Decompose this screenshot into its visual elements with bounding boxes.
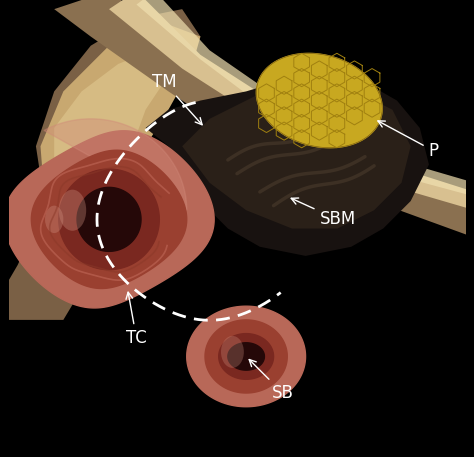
- Polygon shape: [31, 150, 187, 288]
- Polygon shape: [4, 131, 214, 308]
- Text: TM: TM: [152, 73, 202, 125]
- Text: P: P: [378, 121, 438, 160]
- Polygon shape: [109, 0, 474, 210]
- Ellipse shape: [59, 190, 86, 231]
- Polygon shape: [77, 187, 141, 251]
- Polygon shape: [146, 73, 429, 256]
- Text: TC: TC: [126, 292, 147, 347]
- Polygon shape: [45, 46, 173, 247]
- Polygon shape: [44, 119, 187, 210]
- Polygon shape: [54, 0, 474, 238]
- Polygon shape: [219, 334, 273, 379]
- Text: SBM: SBM: [291, 198, 356, 228]
- Polygon shape: [187, 306, 306, 407]
- Ellipse shape: [45, 206, 64, 233]
- Polygon shape: [0, 9, 201, 320]
- Polygon shape: [59, 169, 159, 270]
- Polygon shape: [182, 82, 410, 228]
- Polygon shape: [228, 343, 264, 370]
- Ellipse shape: [221, 336, 244, 368]
- Polygon shape: [256, 53, 382, 148]
- Polygon shape: [137, 0, 474, 197]
- Polygon shape: [205, 320, 287, 393]
- Text: SB: SB: [249, 360, 293, 402]
- Polygon shape: [27, 23, 201, 283]
